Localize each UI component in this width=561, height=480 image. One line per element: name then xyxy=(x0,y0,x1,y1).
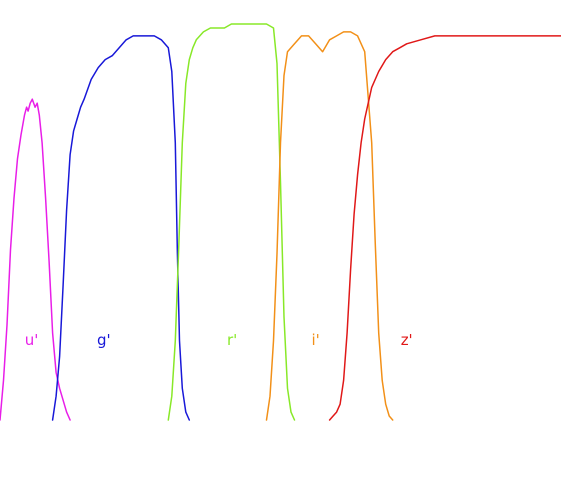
band-label-g: g' xyxy=(97,331,111,349)
series-line-g xyxy=(51,35,191,421)
band-label-i: i' xyxy=(311,331,319,349)
series-line-u xyxy=(0,98,71,421)
series-line-i xyxy=(265,31,394,421)
band-label-z: z' xyxy=(401,331,413,349)
curve-layer xyxy=(0,23,561,421)
band-label-u: u' xyxy=(25,331,39,349)
band-label-r: r' xyxy=(227,331,237,349)
series-line-z xyxy=(328,35,561,421)
series-line-r xyxy=(167,23,296,421)
label-layer: u' g' r' i' z' xyxy=(25,331,413,349)
